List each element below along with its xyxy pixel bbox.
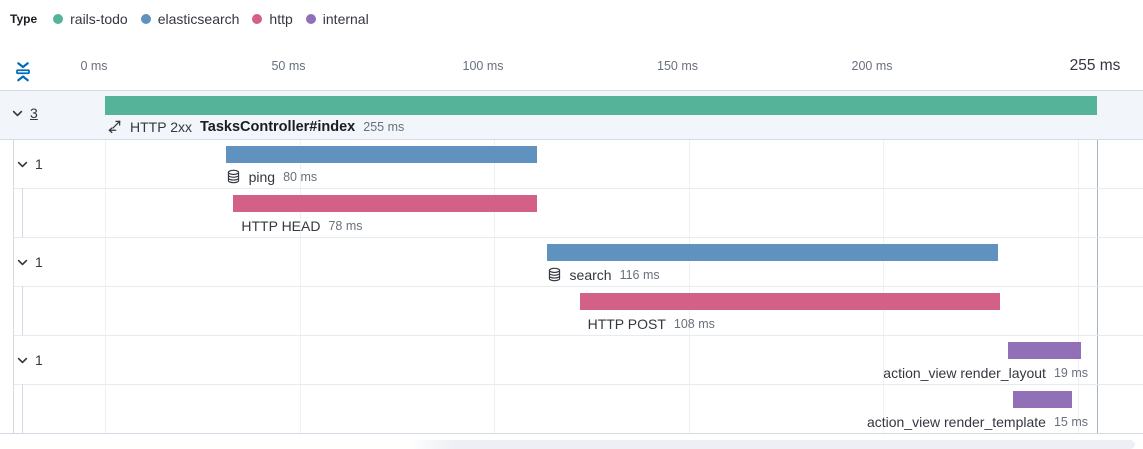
span-name: HTTP HEAD [241, 217, 321, 234]
indent-guide [22, 188, 23, 237]
legend-item-internal[interactable]: internal [305, 11, 369, 27]
span-bar[interactable] [1013, 391, 1072, 408]
span-name: action_view render_layout [883, 364, 1046, 381]
item-count: 1 [35, 156, 43, 172]
time-gridline [883, 91, 884, 433]
span-bar[interactable] [233, 195, 537, 212]
span-duration: 108 ms [673, 316, 715, 331]
span-label: HTTP POST 108 ms [588, 315, 715, 332]
span-bar[interactable] [225, 146, 537, 163]
legend-dot-icon [252, 14, 263, 24]
time-gridline [1077, 91, 1079, 433]
span-duration: 116 ms [619, 267, 660, 282]
span-duration: 15 ms [1053, 414, 1088, 429]
span-name: search [569, 266, 612, 283]
accordion-toggle[interactable]: 3 [11, 103, 38, 123]
span-name: ping [248, 168, 276, 185]
span-label: ping 80 ms [226, 168, 318, 185]
span-bar[interactable] [579, 293, 1000, 310]
row-separator [14, 188, 1143, 189]
chevron-down-icon [11, 107, 24, 120]
trace-end-gridline [1097, 91, 1098, 433]
span-label: action_view render_template 15 ms [867, 413, 1088, 430]
legend-item-elasticsearch[interactable]: elasticsearch [140, 11, 240, 27]
axis-tick-label: 255 ms [1069, 57, 1121, 74]
legend-item-http[interactable]: http [252, 11, 293, 27]
indent-guide [22, 384, 23, 433]
span-label-prefix: HTTP 2xx [130, 118, 192, 135]
legend-title: Type [10, 12, 38, 26]
span-duration: 255 ms [363, 119, 405, 134]
legend-item-label: internal [322, 11, 369, 27]
bottom-panel-shadow [410, 440, 1135, 449]
row-separator [0, 139, 1143, 140]
axis-tick-label: 0 ms [80, 59, 108, 73]
span-name: HTTP POST [587, 315, 666, 332]
span-label: action_view render_layout 19 ms [883, 364, 1088, 381]
span-bar[interactable] [546, 244, 998, 261]
fold-vertical-icon [13, 59, 33, 85]
row-separator [14, 335, 1143, 336]
chevron-down-icon [16, 354, 29, 367]
span-label: HTTP 2xx TasksController#index 255 ms [107, 118, 404, 135]
axis-tick-label: 150 ms [657, 59, 699, 73]
span-label: HTTP HEAD 78 ms [241, 217, 362, 234]
transaction-bar[interactable] [105, 96, 1097, 115]
indent-guide [22, 286, 23, 335]
legend-dot-icon [305, 14, 316, 24]
span-row[interactable] [0, 139, 1143, 188]
transaction-icon [107, 119, 122, 134]
accordion-toggle[interactable]: 1 [16, 252, 43, 272]
span-row[interactable] [0, 188, 1143, 237]
axis-tick-label: 50 ms [271, 59, 306, 73]
legend-item-label: rails-todo [70, 11, 128, 27]
legend-dot-icon [140, 14, 151, 24]
time-gridline [688, 91, 690, 433]
legend-item-rails-todo[interactable]: rails-todo [53, 11, 128, 27]
time-gridline [105, 91, 106, 433]
row-separator [14, 286, 1143, 287]
chevron-down-icon [16, 158, 29, 171]
database-icon [226, 169, 241, 184]
legend-item-label: elasticsearch [157, 11, 240, 27]
axis-tick-label: 200 ms [851, 59, 893, 73]
legend-dot-icon [53, 14, 64, 24]
span-duration: 19 ms [1053, 365, 1088, 380]
accordion-toggle[interactable]: 1 [16, 154, 43, 174]
span-name: TasksController#index [199, 118, 356, 135]
time-gridline [299, 91, 301, 433]
row-separator [0, 433, 1143, 434]
database-icon [547, 267, 562, 282]
span-bar[interactable] [1007, 342, 1082, 359]
item-count: 1 [35, 352, 43, 368]
item-count[interactable]: 3 [30, 105, 38, 121]
indent-guide [13, 139, 14, 433]
accordion-toggle[interactable]: 1 [16, 350, 43, 370]
row-separator [14, 384, 1143, 385]
row-separator [14, 237, 1143, 238]
span-duration: 78 ms [328, 218, 363, 233]
span-label: search 116 ms [547, 266, 660, 283]
collapse-vertical-button[interactable] [11, 58, 35, 86]
time-gridline [494, 91, 495, 433]
axis-tick-label: 100 ms [462, 59, 504, 73]
chevron-down-icon [16, 256, 29, 269]
type-legend: Type rails-todo elasticsearch http internal [10, 7, 382, 31]
span-duration: 80 ms [283, 169, 318, 184]
item-count: 1 [35, 254, 43, 270]
legend-item-label: http [269, 11, 293, 27]
span-name: action_view render_template [866, 413, 1046, 430]
